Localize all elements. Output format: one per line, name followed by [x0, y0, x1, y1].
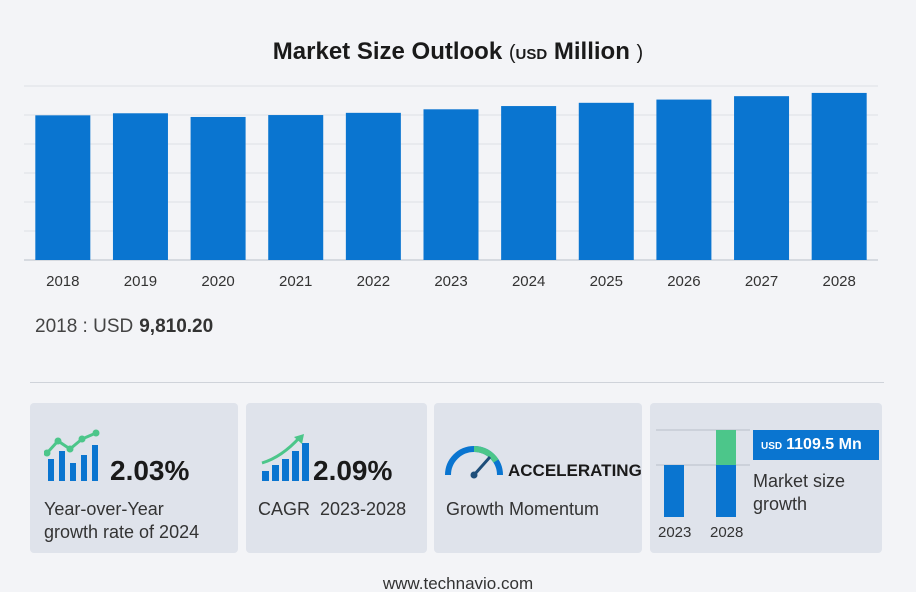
- bar-2027: [734, 96, 790, 260]
- x-tick-label-2026: 2026: [667, 273, 700, 290]
- x-tick-label-2021: 2021: [279, 273, 312, 290]
- cagr-card: 2.09% CAGR 2023-2028: [246, 403, 427, 553]
- yoy-value: 2.03%: [110, 455, 190, 486]
- growth-comparison-icon: [656, 429, 750, 517]
- x-tick-label-2020: 2020: [201, 273, 234, 290]
- bar-2025: [578, 102, 634, 260]
- title-unit-currency: USD: [515, 46, 548, 63]
- bar-2021: [268, 115, 324, 260]
- title-unit-scale: Million: [553, 38, 630, 65]
- momentum-label: Growth Momentum: [446, 499, 600, 519]
- yoy-card: 2.03% Year-over-Year growth rate of 2024: [30, 403, 238, 553]
- year-label-2023: 2023: [658, 524, 692, 541]
- bar-2023: [423, 109, 479, 260]
- market-growth-card: USD 1109.5 Mn Market size growth 2023 202…: [650, 403, 882, 553]
- x-tick-label-2027: 2027: [745, 273, 778, 290]
- momentum-card: ACCELERATING Growth Momentum: [434, 403, 642, 553]
- market-growth-label-2: growth: [753, 494, 808, 514]
- yoy-label-2: growth rate of 2024: [44, 522, 200, 542]
- bar-2019: [112, 113, 168, 260]
- footer-url: www.technavio.com: [382, 574, 534, 592]
- base-year-label: 2018 : USD: [35, 316, 134, 337]
- x-tick-label-2025: 2025: [590, 273, 623, 290]
- x-tick-label-2018: 2018: [46, 273, 79, 290]
- cagr-label: CAGR 2023-2028: [258, 499, 407, 519]
- title-paren-close: ): [636, 42, 644, 64]
- momentum-value: ACCELERATING: [508, 461, 642, 480]
- yoy-label-1: Year-over-Year: [44, 499, 164, 519]
- base-year-amount: 9,810.20: [139, 316, 214, 337]
- cagr-value: 2.09%: [313, 455, 393, 486]
- title-main: Market Size Outlook: [272, 38, 503, 65]
- growth-badge: USD 1109.5 Mn: [753, 430, 879, 460]
- rising-bars-icon: [261, 434, 309, 481]
- bar-2026: [656, 99, 712, 260]
- bar-2020: [190, 116, 246, 261]
- chart-title: Market Size Outlook (USD Million ): [0, 38, 916, 66]
- title-paren-open: (: [508, 42, 516, 64]
- speedometer-icon: [445, 445, 503, 479]
- x-tick-label-2019: 2019: [124, 273, 157, 290]
- bar-chart: 2018 2019 2020 2021 2022 2023 2024 2025 2026 2027…: [24, 85, 878, 290]
- bar-2024: [501, 106, 557, 261]
- market-growth-label-1: Market size: [753, 471, 846, 491]
- bar-2022: [345, 112, 401, 261]
- year-label-2028: 2028: [710, 524, 744, 541]
- badge-value: 1109.5 Mn: [786, 436, 862, 453]
- growth-chart-icon: [44, 429, 100, 481]
- base-year-value: 2018 : USD 9,810.20: [35, 316, 213, 338]
- divider: [30, 382, 884, 383]
- badge-currency: USD: [761, 441, 783, 452]
- x-tick-label-2024: 2024: [512, 273, 545, 290]
- x-tick-label-2022: 2022: [357, 273, 390, 290]
- bar-2028: [811, 92, 867, 260]
- x-tick-label-2023: 2023: [434, 273, 467, 290]
- x-tick-label-2028: 2028: [822, 273, 855, 290]
- bar-2018: [35, 115, 91, 260]
